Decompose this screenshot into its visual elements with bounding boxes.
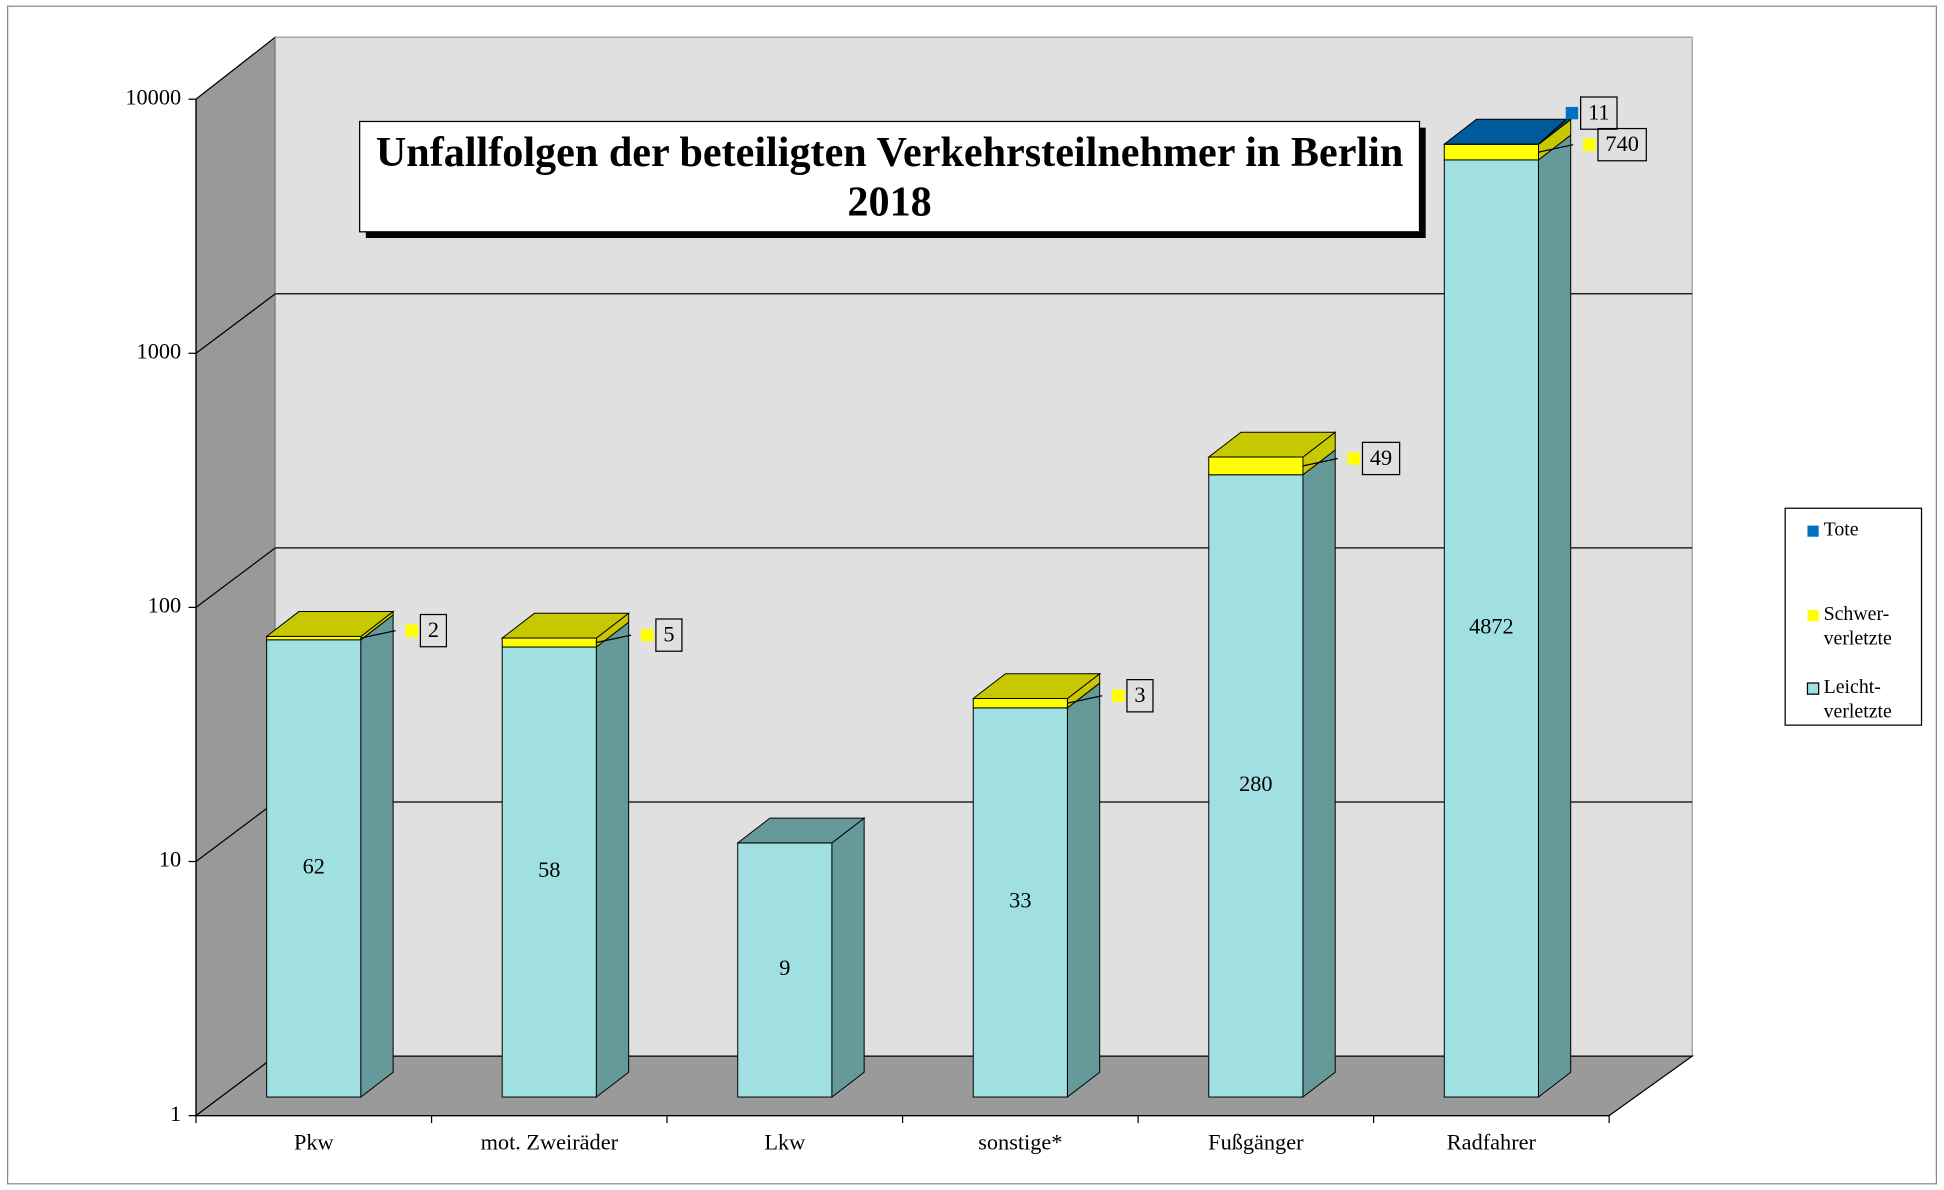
bar-side: [1302, 448, 1336, 1099]
data-label: 4872: [1469, 614, 1514, 639]
data-label: 58: [538, 857, 560, 882]
x-tick-label: mot. Zweiräder: [481, 1129, 619, 1154]
title-holder: Unfallfolgen der beteiligten Verkehrstei…: [375, 130, 1404, 226]
x-tick-label: sonstige*: [978, 1129, 1062, 1154]
legend-entry: Schwer-verletzte: [1823, 603, 1892, 650]
bar-side: [831, 817, 865, 1099]
label-box: [1361, 441, 1401, 476]
bar-top: [1207, 431, 1337, 458]
leader-line: [1302, 457, 1338, 467]
bar-front: [266, 635, 362, 641]
bar-top: [971, 673, 1102, 700]
data-label: 49: [1370, 445, 1392, 470]
label-box: [1580, 96, 1618, 130]
y-tick-label: 1: [170, 1101, 181, 1126]
bar-front: [1443, 159, 1539, 1098]
label-marker: [1565, 106, 1579, 120]
legend-entry: Leicht-verletzte: [1823, 676, 1892, 723]
leader-line: [1067, 695, 1103, 704]
grid-line: [195, 547, 276, 608]
bar-top: [736, 817, 866, 844]
x-tick-label: Pkw: [294, 1129, 334, 1154]
legend-swatch: [1807, 525, 1819, 537]
x-tick-label: Radfahrer: [1447, 1129, 1537, 1154]
x-tick-label: Lkw: [764, 1129, 805, 1154]
bar-front: [972, 698, 1068, 709]
label-box: [1126, 679, 1154, 713]
bar-front: [972, 707, 1068, 1098]
y-tick-label: 100: [148, 593, 181, 618]
left-wall: [195, 35, 276, 1117]
data-label: 2: [428, 617, 439, 642]
bar-side: [360, 613, 394, 1099]
legend-label: Leicht-verletzte: [1823, 676, 1892, 723]
data-label: 740: [1605, 131, 1638, 156]
label-box: [1597, 127, 1647, 162]
label-marker: [1583, 138, 1596, 151]
leader-line: [596, 634, 632, 644]
bar-front: [1443, 143, 1539, 161]
grid-line: [195, 801, 276, 863]
bar-front: [1208, 474, 1304, 1098]
bar-side: [1537, 134, 1572, 1099]
data-label: 62: [303, 854, 325, 879]
label-box: [419, 613, 448, 648]
label-box: [655, 618, 683, 652]
data-label: 9: [779, 955, 790, 980]
bar-front: [1208, 456, 1304, 476]
bar-top: [500, 612, 631, 639]
title-box: [359, 120, 1421, 233]
legend: Tote Schwer-verletzte Leicht-verletzte: [1806, 519, 1892, 723]
leader-line: [1538, 144, 1574, 153]
y-tick-label: 1000: [137, 338, 182, 363]
x-tick-label: Fußgänger: [1208, 1129, 1304, 1154]
bar-side: [1066, 682, 1101, 1099]
grid-line: [195, 293, 276, 354]
legend-swatch: [1806, 682, 1820, 695]
data-label: 5: [663, 621, 674, 646]
label-marker: [641, 628, 654, 642]
chart-title: Unfallfolgen der beteiligten Verkehrstei…: [375, 130, 1404, 226]
bar-side: [595, 621, 630, 1099]
legend-label: Schwer-verletzte: [1823, 603, 1892, 650]
bar-top: [265, 611, 395, 637]
label-marker: [1347, 452, 1360, 465]
bar-front: [266, 639, 362, 1098]
legend-swatch: [1807, 609, 1819, 622]
label-marker: [1112, 689, 1125, 702]
y-tick-label: 10000: [125, 84, 181, 109]
data-label: 11: [1588, 99, 1609, 124]
leader-line: [360, 630, 396, 639]
data-label: 3: [1134, 682, 1145, 707]
bar-front: [501, 646, 597, 1098]
legend-entry: Tote: [1823, 519, 1859, 541]
label-marker: [405, 624, 418, 637]
bar-front: [501, 637, 597, 648]
data-label: 33: [1009, 888, 1031, 913]
data-label: 280: [1239, 771, 1272, 796]
y-tick-label: 10: [159, 847, 181, 872]
legend-label: Tote: [1823, 519, 1859, 541]
